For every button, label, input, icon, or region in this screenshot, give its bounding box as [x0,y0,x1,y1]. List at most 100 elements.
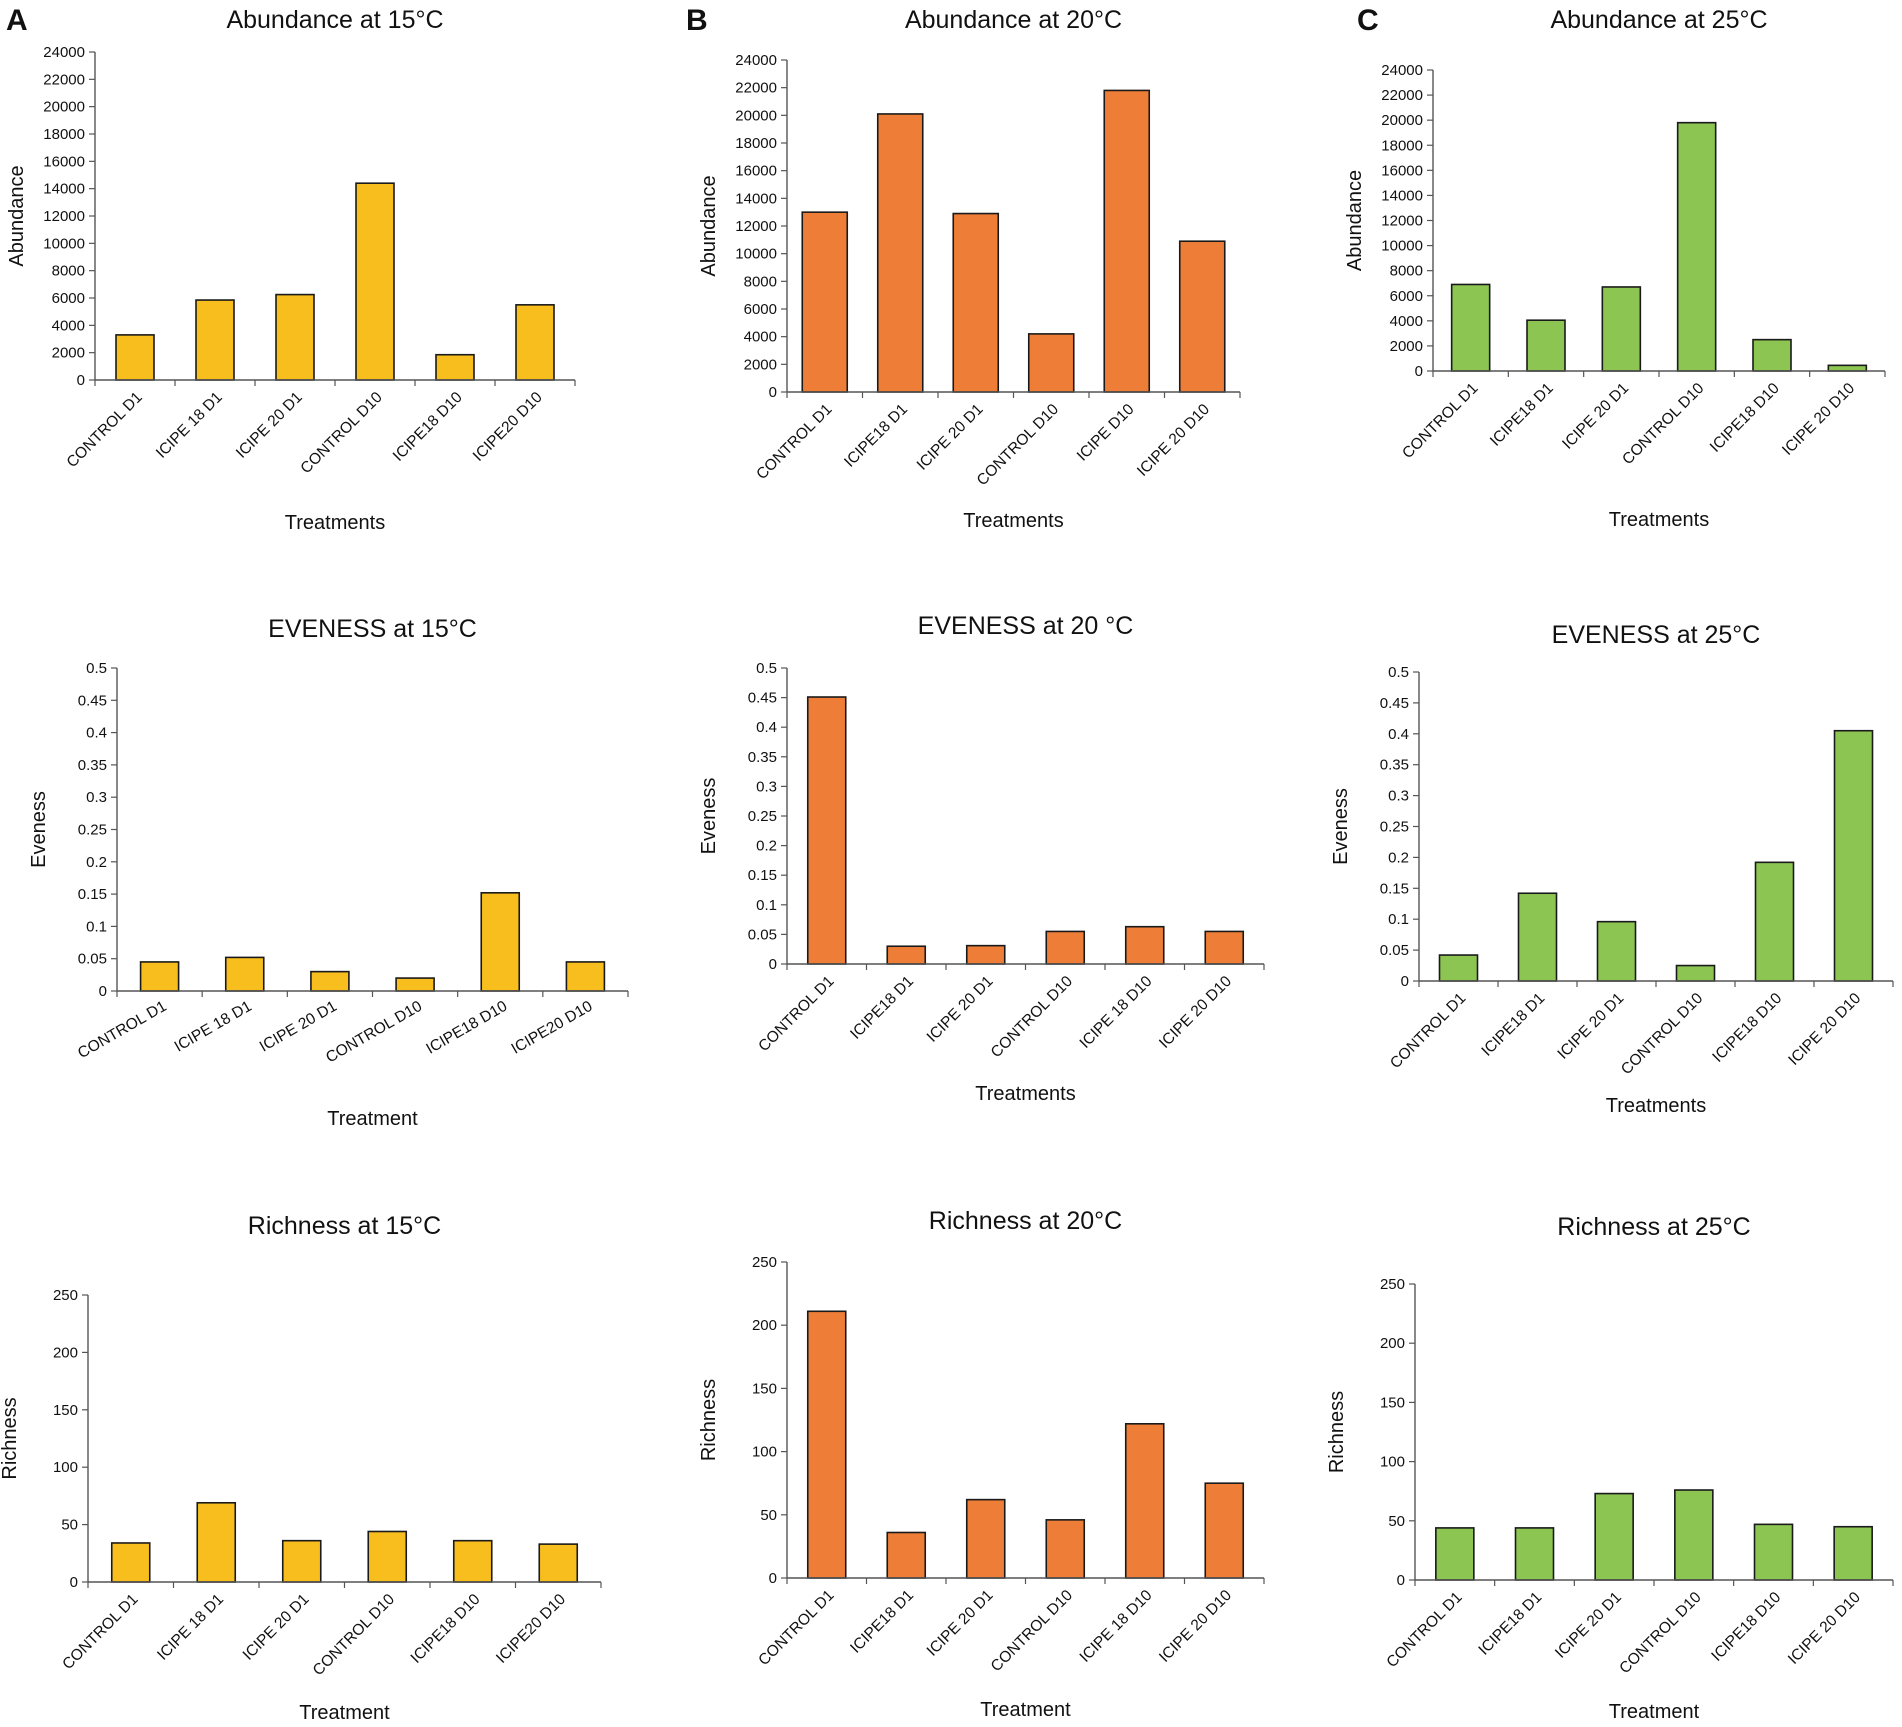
y-tick-label: 0.25 [78,822,107,839]
bar [965,944,1006,965]
chart-title: Richness at 25°C [1557,1213,1750,1241]
y-tick-label: 100 [53,1459,78,1476]
bar [1753,1523,1794,1581]
y-tick-label: 250 [752,1254,777,1271]
chart-title: Abundance at 15°C [226,6,443,34]
category-label: ICIPE18 D10 [1708,1589,1784,1665]
y-tick-label: 0 [769,956,777,973]
x-axis-label: Treatments [285,512,385,534]
chart-title: EVENESS at 25°C [1552,621,1761,649]
x-axis-label: Treatments [1609,509,1709,531]
category-label: CONTROL D1 [75,998,170,1062]
y-tick-label: 150 [752,1380,777,1397]
category-label: ICIPE 20 D1 [240,1591,313,1664]
y-tick-label: 16000 [43,153,85,170]
y-axis-label: Richness [0,1397,21,1479]
category-label: ICIPE 18 D1 [172,998,255,1056]
category-label: ICIPE20 D10 [470,389,546,465]
chart-9: Richness at 25°C 0 50 100 150 200 250 CONTROL D… [1326,1213,1894,1723]
category-label: CONTROL D10 [988,973,1077,1062]
y-tick-label: 0.4 [1388,726,1409,743]
y-tick-label: 24000 [43,44,85,61]
category-label: ICIPE 18 D1 [153,389,226,462]
y-axis-label: Eveness [28,791,50,868]
bar [367,1530,408,1583]
bar [1438,954,1479,982]
category-label: ICIPE 20 D10 [1156,1587,1235,1666]
bar [281,1539,322,1583]
bar [801,211,849,393]
bar [965,1498,1006,1579]
chart-title: Abundance at 25°C [1550,6,1767,34]
y-tick-label: 0.5 [756,660,777,677]
bar [806,1310,847,1579]
bar [565,961,606,992]
bar [1045,930,1086,965]
category-label: CONTROL D1 [1399,380,1481,462]
chart-3: Abundance at 25°C 0 2000 4000 6000 8000 10000 1… [1344,6,1886,531]
y-tick-label: 0.45 [1380,695,1409,712]
y-tick-label: 50 [760,1507,777,1524]
y-tick-label: 18000 [1381,137,1423,154]
y-tick-label: 10000 [43,235,85,252]
x-axis-label: Treatment [299,1702,390,1724]
category-label: CONTROL D1 [1383,1589,1465,1671]
chart-4: EVENESS at 15°C 0 0.05 0.1 0.15 0.2 0.25 0.3 0.3… [28,615,629,1130]
category-label: ICIPE18 D1 [1475,1589,1545,1659]
category-label: CONTROL D10 [1616,1589,1705,1678]
y-tick-label: 0.3 [86,789,107,806]
bar [806,696,847,965]
y-tick-label: 0.3 [756,778,777,795]
y-tick-label: 0.1 [86,918,107,935]
bar [480,892,521,992]
category-label: ICIPE20 D10 [509,998,596,1058]
panel-letter-c: C [1357,4,1379,37]
y-tick-label: 0.15 [748,867,777,884]
y-tick-label: 0 [1415,363,1423,380]
bar [196,1501,237,1583]
y-tick-label: 16000 [735,163,777,180]
y-tick-label: 150 [53,1402,78,1419]
y-tick-label: 0 [1397,1572,1405,1589]
y-tick-label: 4000 [744,329,777,346]
category-label: CONTROL D1 [59,1591,141,1673]
bar [1435,1527,1475,1581]
y-tick-label: 20000 [735,107,777,124]
category-label: ICIPE 20 D1 [1552,1589,1625,1662]
bar [1674,1489,1714,1581]
y-tick-label: 2000 [744,356,777,373]
y-tick-label: 50 [1388,1513,1405,1530]
bar [110,1542,151,1583]
y-tick-label: 0.05 [1380,942,1409,959]
category-label: CONTROL D10 [310,1591,399,1680]
panel-letter-b: B [686,4,708,37]
category-label: ICIPE18 D1 [841,401,911,471]
y-tick-label: 0.2 [86,854,107,871]
y-tick-label: 0 [77,372,85,389]
chart-7: Richness at 15°C 0 50 100 150 200 250 CONTROL D… [0,1212,602,1724]
bar [1601,286,1642,372]
y-tick-label: 0.45 [78,692,107,709]
y-axis-label: Richness [1326,1391,1348,1473]
bar [1517,892,1558,982]
bar [310,970,350,992]
category-label: ICIPE18 D1 [847,973,917,1043]
bar [452,1539,493,1583]
y-tick-label: 0.25 [1380,819,1409,836]
bar [952,212,1000,393]
y-tick-label: 14000 [43,181,85,198]
chart-title: EVENESS at 20 °C [918,612,1134,640]
y-tick-label: 14000 [1381,187,1423,204]
bar [1752,338,1792,372]
y-tick-label: 250 [53,1287,78,1304]
category-label: ICIPE 20 D1 [924,973,997,1046]
y-tick-label: 0.05 [748,926,777,943]
y-axis-label: Abundance [6,165,28,266]
y-tick-label: 6000 [52,290,85,307]
bar [1754,861,1795,982]
y-tick-label: 0 [1401,973,1409,990]
bar [1045,1519,1086,1579]
category-label: ICIPE18 D10 [423,998,510,1058]
chart-1: Abundance at 15°C 0 2000 4000 6000 8000 10000 1… [6,6,576,534]
category-label: CONTROL D10 [323,998,425,1067]
